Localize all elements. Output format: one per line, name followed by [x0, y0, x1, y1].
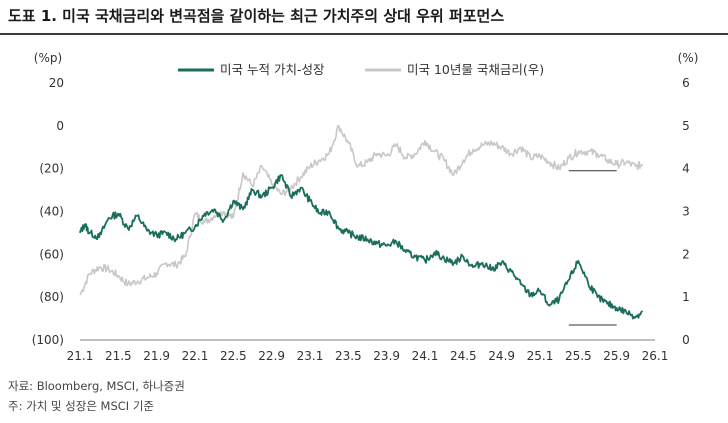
right-tick-label: 3	[682, 205, 690, 219]
right-tick-label: 4	[682, 162, 690, 176]
x-tick-label: 22.1	[182, 349, 209, 363]
source-note: 자료: Bloomberg, MSCI, 하나증권	[8, 379, 185, 393]
x-tick-label: 24.5	[450, 349, 477, 363]
x-tick-label: 22.5	[220, 349, 247, 363]
chart: (%p) (%) 20 0 (20) (40) (60) (80) (100) 6 5 4 3 2 1 0 21…	[32, 51, 699, 363]
x-tick-label: 23.9	[373, 349, 400, 363]
title-rule	[0, 33, 728, 35]
figure-title: 도표 1. 미국 국채금리와 변곡점을 같이하는 최근 가치주의 상대 우위 퍼…	[8, 7, 505, 25]
right-tick-label: 0	[682, 333, 690, 347]
right-axis-unit: (%)	[678, 51, 699, 65]
left-tick-label: (40)	[39, 205, 64, 219]
right-tick-label: 5	[682, 119, 690, 133]
left-tick-label: (100)	[32, 333, 64, 347]
x-tick-label: 23.1	[297, 349, 324, 363]
x-tick-label: 21.9	[143, 349, 170, 363]
definition-note: 주: 가치 및 성장은 MSCI 기준	[8, 399, 155, 413]
x-tick-label: 22.9	[258, 349, 285, 363]
left-tick-label: (80)	[39, 290, 64, 304]
series-value-growth-line	[79, 174, 644, 320]
left-axis-unit: (%p)	[34, 51, 62, 65]
series-us-10y-yield-line	[79, 125, 644, 296]
left-tick-label: (60)	[39, 247, 64, 261]
legend-us-10y-yield-label: 미국 10년물 국채금리(우)	[407, 62, 544, 77]
x-tick-label: 23.5	[335, 349, 362, 363]
x-tick-label: 24.1	[412, 349, 439, 363]
x-tick-label: 24.9	[488, 349, 515, 363]
x-tick-label: 25.1	[527, 349, 554, 363]
x-tick-label: 21.5	[105, 349, 132, 363]
right-tick-label: 1	[682, 290, 690, 304]
right-tick-label: 6	[682, 76, 690, 90]
left-tick-label: (20)	[39, 162, 64, 176]
x-tick-label: 26.1	[642, 349, 669, 363]
x-tick-label: 25.5	[565, 349, 592, 363]
left-tick-label: 20	[49, 76, 64, 90]
legend-value-growth-label: 미국 누적 가치-성장	[220, 62, 325, 77]
x-tick-label: 21.1	[67, 349, 94, 363]
x-tick-label: 25.9	[603, 349, 630, 363]
left-tick-label: 0	[56, 119, 64, 133]
right-tick-label: 2	[682, 247, 690, 261]
